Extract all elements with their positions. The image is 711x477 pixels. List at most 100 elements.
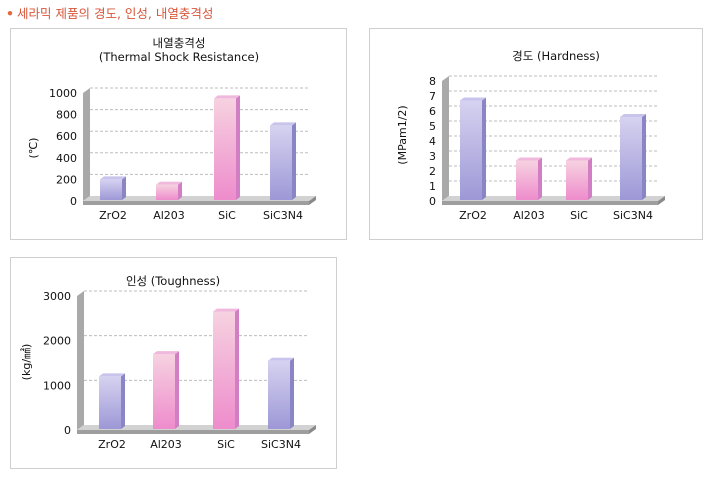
chart-floor-edge: [442, 201, 658, 205]
bar-top: [156, 181, 182, 185]
y-tick-label: 0: [429, 195, 436, 208]
x-category-label: Al203: [513, 209, 545, 222]
bullet-icon: •: [6, 6, 14, 21]
y-axis-label: (MPam1/2): [396, 105, 409, 164]
bar-front: [214, 98, 236, 200]
bar-sic: [214, 95, 240, 200]
bar-side: [588, 157, 592, 200]
bar-sic3n4: [268, 357, 294, 429]
bar-top: [460, 97, 486, 101]
bar-side: [175, 351, 179, 429]
bar-side: [178, 181, 182, 200]
bar-top: [268, 357, 294, 361]
y-tick-label: 600: [56, 130, 77, 143]
bar-front: [620, 117, 642, 200]
bar-front: [153, 354, 175, 429]
bar-top: [100, 176, 126, 180]
y-axis-label: (kg/㎟): [20, 344, 33, 381]
x-category-label: SiC3N4: [263, 209, 303, 222]
y-tick-label: 800: [56, 109, 77, 122]
y-tick-label: 3000: [43, 290, 71, 303]
y-tick-label: 200: [56, 173, 77, 186]
bar-front: [516, 160, 538, 200]
y-axis-wall: [83, 88, 90, 201]
bar-side: [290, 357, 294, 429]
bar-zro2: [99, 373, 125, 429]
chart-floor-edge: [77, 430, 309, 434]
bar-front: [460, 100, 482, 200]
x-category-label: ZrO2: [99, 209, 127, 222]
x-category-label: SiC: [570, 209, 588, 222]
hardness-chart-panel: 경도 (Hardness) (MPam1/2) 0 1 2 3 4 5 6 7 8 ZrO2 Al203…: [369, 28, 703, 240]
bar-top: [270, 122, 296, 126]
bar-top: [620, 114, 646, 117]
x-category-label: ZrO2: [459, 209, 487, 222]
bar-side: [292, 122, 296, 200]
bar-zro2: [460, 97, 486, 200]
x-category-label: SiC3N4: [261, 438, 301, 451]
y-tick-label: 6: [429, 105, 436, 118]
y-tick-label: 3: [429, 150, 436, 163]
bar-sic: [213, 308, 239, 429]
y-tick-label: 400: [56, 152, 77, 165]
y-tick-label: 2: [429, 165, 436, 178]
bar-sic3n4: [270, 122, 296, 200]
chart-floor-corner: [309, 425, 316, 434]
bar-side: [236, 95, 240, 200]
bar-top: [153, 351, 179, 355]
bar-zro2: [100, 176, 126, 200]
toughness-chart-panel: 인성 (Toughness) (kg/㎟) 0 1000 2000 3000 ZrO2 Al2…: [10, 257, 337, 469]
x-category-label: SiC: [217, 438, 235, 451]
y-tick-label: 1000: [49, 87, 77, 100]
bar-top: [99, 373, 125, 377]
x-category-label: SiC3N4: [613, 209, 653, 222]
bar-front: [100, 179, 122, 200]
bar-side: [122, 176, 126, 200]
y-tick-label: 8: [429, 75, 436, 88]
toughness-chart: 인성 (Toughness) (kg/㎟) 0 1000 2000 3000 ZrO2 Al2…: [20, 274, 316, 451]
bar-top: [516, 157, 542, 161]
bar-top: [213, 308, 239, 312]
bar-side: [482, 97, 486, 200]
y-axis-wall: [442, 76, 449, 201]
bar-side: [642, 114, 646, 200]
x-category-label: ZrO2: [98, 438, 126, 451]
chart-floor: [442, 196, 665, 201]
bar-top: [214, 95, 240, 99]
chart-floor-edge: [83, 201, 309, 205]
y-tick-label: 4: [429, 135, 436, 148]
bar-side: [235, 308, 239, 429]
page-heading: • 세라믹 제품의 경도, 인성, 내열충격성: [6, 3, 213, 22]
chart-floor-corner: [658, 196, 665, 205]
y-tick-label: 0: [64, 424, 71, 437]
x-category-label: Al203: [150, 438, 182, 451]
y-tick-label: 7: [429, 90, 436, 103]
chart-floor-corner: [309, 196, 316, 205]
bar-front: [99, 376, 121, 429]
bar-al203: [156, 181, 182, 200]
chart-subtitle: (Thermal Shock Resistance): [99, 50, 259, 64]
bar-sic3n4: [620, 114, 646, 200]
y-tick-label: 5: [429, 120, 436, 133]
y-tick-label: 1: [429, 180, 436, 193]
thermal-shock-chart: 내열충격성(Thermal Shock Resistance) (℃) 0 200 40…: [27, 36, 316, 222]
bar-front: [566, 160, 588, 200]
y-axis-wall: [77, 291, 84, 430]
bar-front: [268, 360, 290, 429]
chart-title: 경도 (Hardness): [512, 49, 600, 63]
y-tick-label: 1000: [43, 379, 71, 392]
bar-top: [566, 157, 592, 161]
thermal-shock-chart-panel: 내열충격성 (Thermal Shock Resistance) (℃) 0 200 40…: [10, 28, 347, 240]
y-axis-label: (℃): [27, 138, 40, 159]
bar-front: [213, 311, 235, 429]
bar-side: [121, 373, 125, 429]
page-heading-text: 세라믹 제품의 경도, 인성, 내열충격성: [17, 6, 214, 21]
hardness-chart: 경도 (Hardness) (MPam1/2) 0 1 2 3 4 5 6 7 8 ZrO2 Al203…: [396, 49, 665, 222]
bar-al203: [153, 351, 179, 429]
bar-front: [270, 125, 292, 200]
x-category-label: SiC: [218, 209, 236, 222]
y-tick-label: 2000: [43, 335, 71, 348]
chart-floor: [77, 425, 316, 430]
y-tick-label: 0: [70, 195, 77, 208]
bar-front: [156, 184, 178, 200]
